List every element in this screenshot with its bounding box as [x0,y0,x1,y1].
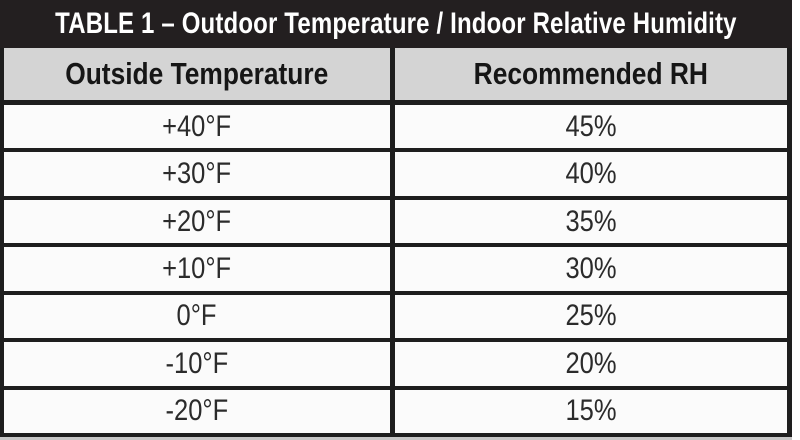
temperature-value: +10°F [162,251,232,285]
cropped-next-row-edge [0,437,792,440]
column-header-recommended-rh: Recommended RH [395,48,787,100]
temperature-value: +40°F [162,109,232,143]
cell-outside-temperature: +40°F [4,105,395,149]
column-header-label: Outside Temperature [65,56,329,91]
temperature-value: -10°F [165,346,229,380]
temperature-value: +30°F [162,157,232,191]
table-row: +40°F 45% [4,105,787,153]
cell-recommended-rh: 20% [395,342,787,385]
temperature-value: 0°F [177,299,217,333]
cell-outside-temperature: +10°F [4,247,395,291]
table-row: -20°F 15% [4,389,787,437]
cell-recommended-rh: 45% [395,105,787,148]
cell-outside-temperature: +30°F [4,152,395,196]
table-row: +20°F 35% [4,199,787,248]
cell-recommended-rh: 15% [395,390,787,433]
rh-value: 35% [565,204,617,238]
table-title: TABLE 1 – Outdoor Temperature / Indoor R… [55,7,737,40]
cell-recommended-rh: 30% [395,247,787,290]
rh-value: 45% [565,109,617,143]
temperature-value: +20°F [162,204,232,238]
cell-outside-temperature: +20°F [4,199,395,244]
rh-value: 15% [565,394,617,428]
cell-recommended-rh: 35% [395,200,787,243]
cell-recommended-rh: 40% [395,152,787,195]
rh-value: 25% [565,299,617,333]
table-row: -10°F 20% [4,342,787,390]
cell-outside-temperature: -20°F [4,389,395,433]
temperature-value: -20°F [165,394,229,428]
table-row: +30°F 40% [4,152,787,200]
table-title-bar: TABLE 1 – Outdoor Temperature / Indoor R… [0,0,792,48]
table-header-row: Outside Temperature Recommended RH [4,48,787,105]
column-header-label: Recommended RH [473,56,709,91]
rh-value: 40% [565,157,617,191]
rh-value: 20% [565,346,617,380]
column-header-outside-temperature: Outside Temperature [4,48,395,100]
cell-recommended-rh: 25% [395,295,787,338]
cell-outside-temperature: 0°F [4,294,395,339]
table-row: +10°F 30% [4,247,787,295]
rh-value: 30% [565,251,617,285]
table-row: 0°F 25% [4,294,787,343]
cell-outside-temperature: -10°F [4,342,395,386]
